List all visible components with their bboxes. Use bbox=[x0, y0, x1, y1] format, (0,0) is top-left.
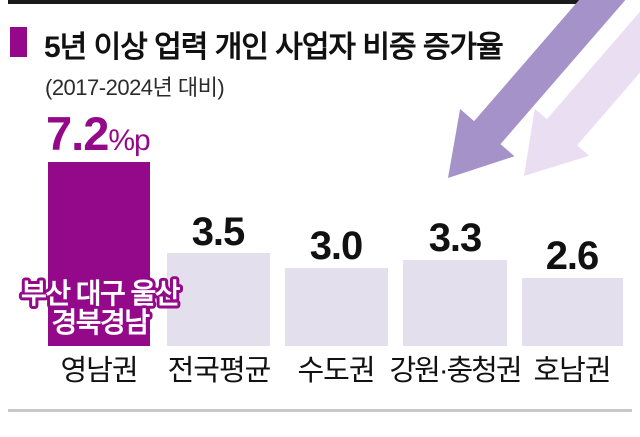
value-label-national-average: 3.5 bbox=[191, 210, 246, 254]
bar-gangwon-chungcheong bbox=[403, 260, 507, 346]
top-border-rule bbox=[8, 0, 585, 4]
bottom-axis-rule bbox=[8, 409, 632, 412]
down-left-arrow-light-icon bbox=[524, 11, 640, 176]
axis-label-capital-area: 수도권 bbox=[297, 355, 375, 387]
highlight-value: 7.2%p bbox=[46, 110, 151, 169]
title-bullet-icon bbox=[10, 27, 27, 57]
chart-title: 5년 이상 업력 개인 사업자 비중 증가율 bbox=[44, 31, 504, 64]
bar-capital-area bbox=[285, 268, 388, 346]
value-label-capital-area: 3.0 bbox=[309, 224, 364, 268]
value-label-honam: 2.6 bbox=[545, 234, 600, 278]
axis-label-honam: 호남권 bbox=[533, 355, 611, 387]
bar-honam bbox=[522, 278, 623, 346]
highlight-unit: %p bbox=[108, 124, 150, 157]
axis-label-yeongnam: 영남권 bbox=[60, 355, 138, 387]
bar-yeongnam bbox=[48, 162, 150, 346]
value-label-gangwon-chungcheong: 3.3 bbox=[428, 216, 483, 260]
bar-national-average bbox=[167, 253, 270, 346]
axis-label-gangwon-chungcheong: 강원·충청권 bbox=[389, 355, 522, 387]
axis-label-national-average: 전국평균 bbox=[167, 355, 272, 387]
chart-subtitle: (2017-2024년 대비) bbox=[45, 75, 225, 100]
highlight-number: 7.2 bbox=[46, 107, 109, 160]
